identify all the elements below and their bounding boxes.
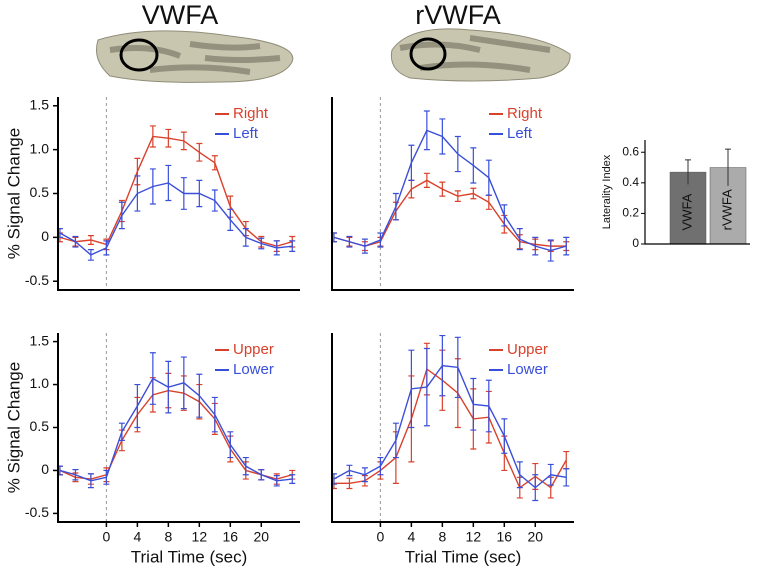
y-tick-label: 0.5: [30, 184, 50, 200]
y-tick-label: -0.5: [25, 272, 49, 288]
legend-label: Upper: [233, 341, 274, 358]
legend-label: Right: [233, 105, 269, 122]
series-line: [333, 367, 567, 489]
series-line: [333, 364, 567, 489]
legend-label: Left: [233, 125, 259, 142]
series-line: [333, 129, 567, 252]
y-axis-label: % Signal Change: [4, 362, 23, 493]
bar-label: VWFA: [679, 193, 694, 230]
series-line: [59, 389, 293, 480]
y-tick-label: -0.5: [25, 504, 49, 520]
y-tick-label: 0: [41, 461, 49, 477]
legend-label: Right: [507, 105, 543, 122]
y-tick-label: 0.5: [30, 418, 50, 434]
x-tick-label: 8: [438, 529, 446, 545]
x-tick-label: 4: [407, 529, 415, 545]
y-tick-label: 0.4: [622, 175, 639, 189]
y-tick-label: 1.0: [30, 375, 50, 391]
brain-right: [390, 28, 571, 82]
axes: [57, 97, 300, 291]
roi-circle: [119, 38, 159, 72]
y-tick-label: 0.6: [622, 144, 639, 158]
axes: [644, 140, 750, 245]
brain-sulci: [109, 41, 281, 75]
series-line: [333, 179, 567, 247]
axes: [331, 97, 574, 291]
x-axis-label: Trial Time (sec): [131, 547, 248, 566]
legend-label: Left: [507, 125, 533, 142]
roi-circle: [409, 37, 447, 71]
y-tick-label: 1.5: [30, 332, 50, 348]
error-bar: [725, 148, 731, 186]
y-tick-label: 0.2: [622, 206, 639, 220]
legend-label: Lower: [507, 361, 548, 378]
x-tick-label: 20: [527, 529, 543, 545]
series-line: [59, 135, 293, 247]
column-title: rVWFA: [415, 0, 501, 30]
legend-label: Upper: [507, 341, 548, 358]
brain-left: [96, 30, 294, 83]
y-tick-label: 0: [632, 236, 639, 250]
x-tick-label: 0: [103, 529, 111, 545]
y-axis-label: % Signal Change: [4, 128, 23, 259]
x-tick-label: 12: [192, 529, 208, 545]
axes: [331, 333, 574, 523]
series-line: [59, 182, 293, 256]
x-tick-label: 0: [377, 529, 385, 545]
axes: [57, 333, 300, 523]
y-tick-label: 0: [41, 228, 49, 244]
legend-label: Lower: [233, 361, 274, 378]
series-line: [59, 377, 293, 482]
error-bar: [685, 159, 691, 185]
y-tick-label: 1.0: [30, 140, 50, 156]
bar-label: rVWFA: [719, 189, 734, 230]
x-tick-label: 4: [133, 529, 141, 545]
y-axis-label: Laterality Index: [601, 154, 613, 229]
x-tick-label: 8: [164, 529, 172, 545]
y-tick-label: 1.5: [30, 96, 50, 112]
x-tick-label: 20: [253, 529, 269, 545]
x-axis-label: Trial Time (sec): [405, 547, 522, 566]
x-tick-label: 16: [223, 529, 239, 545]
column-title: VWFA: [142, 0, 219, 30]
x-tick-label: 16: [497, 529, 513, 545]
x-tick-label: 12: [466, 529, 482, 545]
